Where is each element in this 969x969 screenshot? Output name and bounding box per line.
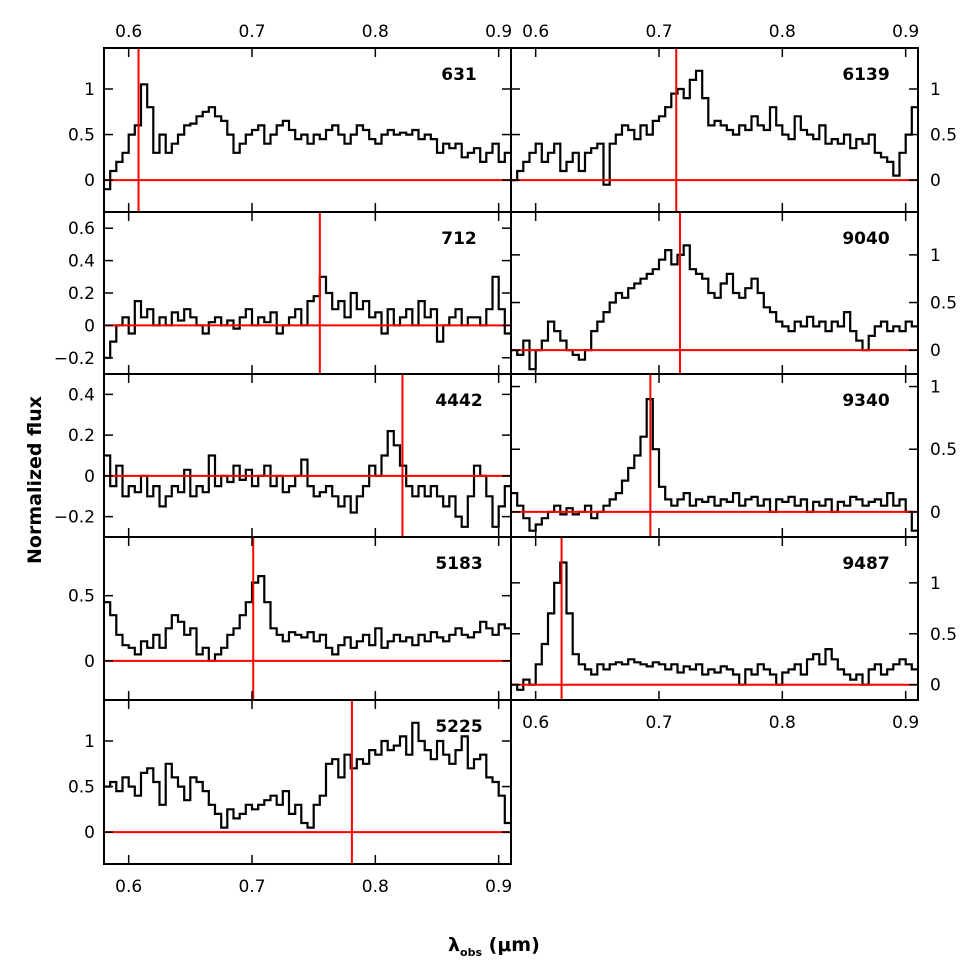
x-tick-label-top-6139-2: 0.8: [769, 22, 796, 42]
panel-label-4442: 4442: [435, 391, 482, 411]
panel-label-712: 712: [441, 229, 477, 249]
x-axis-unit: (μm): [482, 934, 540, 956]
panel-4442: −0.2 0 0.2 0.4 4442: [54, 373, 512, 538]
spectrum-line-4442: [104, 430, 511, 528]
x-tick-label-5225-2: 0.8: [362, 877, 389, 897]
panel-label-5183: 5183: [435, 554, 482, 574]
spectrum-line-9040: [511, 244, 918, 371]
spectrum-line-6139: [511, 69, 918, 186]
spectrum-line-5183: [104, 575, 511, 662]
panel-5183: 0 0.5 5183: [68, 536, 512, 701]
panel-label-6139: 6139: [842, 65, 889, 85]
x-tick-label-9487-3: 0.9: [892, 713, 919, 733]
x-tick-label-top-631-0: 0.6: [115, 22, 142, 42]
x-tick-label-top-6139-1: 0.7: [645, 22, 672, 42]
y-tick-label-9340-0: 0: [930, 503, 941, 523]
y-tick-label-9040-2: 1: [930, 246, 941, 266]
panel-631: 0 0.5 1 0.6 0.7 0.8 0.9 631: [68, 22, 512, 213]
y-tick-label-9487-1: 0.5: [930, 625, 957, 645]
y-tick-label-4442-1: 0: [84, 467, 95, 487]
panel-6139: 0 0.5 1 0.6 0.7 0.8 0.9 6139: [510, 22, 957, 213]
y-tick-label-712-4: 0.6: [68, 219, 95, 239]
panel-9040: 0 0.5 1 9040: [510, 211, 957, 375]
spectrum-line-9487: [511, 561, 918, 691]
y-tick-label-6139-1: 0.5: [930, 126, 957, 146]
y-tick-label-712-1: 0: [84, 316, 95, 336]
x-tick-label-top-6139-0: 0.6: [522, 22, 549, 42]
y-tick-label-712-3: 0.4: [68, 252, 95, 272]
y-tick-label-9487-2: 1: [930, 574, 941, 594]
y-tick-label-5183-0: 0: [84, 652, 95, 672]
y-tick-label-6139-0: 0: [930, 171, 941, 191]
y-tick-label-9487-0: 0: [930, 676, 941, 696]
panel-label-631: 631: [441, 65, 477, 85]
x-axis-subscript: obs: [460, 946, 482, 959]
y-tick-label-6139-2: 1: [930, 80, 941, 100]
x-tick-label-top-631-2: 0.8: [362, 22, 389, 42]
x-tick-label-top-6139-3: 0.9: [892, 22, 919, 42]
y-tick-label-5225-2: 1: [84, 732, 95, 752]
x-tick-label-9487-1: 0.7: [645, 713, 672, 733]
y-tick-label-4442-2: 0.2: [68, 426, 95, 446]
y-tick-label-5183-1: 0.5: [68, 587, 95, 607]
x-tick-label-5225-3: 0.9: [485, 877, 512, 897]
y-tick-label-5225-0: 0: [84, 823, 95, 843]
panel-9487: 0 0.5 1 0.6 0.7 0.8 0.9 9487: [510, 536, 957, 733]
spectrum-line-5225: [104, 721, 511, 829]
y-tick-label-9040-0: 0: [930, 341, 941, 361]
x-tick-label-9487-2: 0.8: [769, 713, 796, 733]
x-tick-label-5225-1: 0.7: [238, 877, 265, 897]
x-axis-symbol: λ: [448, 934, 460, 956]
panel-712: −0.2 0 0.2 0.4 0.6 712: [54, 211, 512, 375]
x-tick-label-top-631-1: 0.7: [238, 22, 265, 42]
spectrum-line-712: [104, 275, 511, 359]
y-tick-label-4442-0: −0.2: [54, 508, 95, 528]
spectrum-line-631: [104, 83, 511, 191]
y-tick-label-9340-1: 0.5: [930, 440, 957, 460]
panel-9340: 0 0.5 1 9340: [510, 373, 957, 538]
panel-label-5225: 5225: [435, 717, 482, 737]
x-tick-label-5225-0: 0.6: [115, 877, 142, 897]
y-tick-label-712-0: −0.2: [54, 349, 95, 369]
panel-label-9340: 9340: [842, 391, 889, 411]
y-tick-label-631-0: 0: [84, 171, 95, 191]
y-axis-title: Normalized flux: [24, 396, 46, 564]
y-tick-label-712-2: 0.2: [68, 284, 95, 304]
y-tick-label-631-2: 1: [84, 80, 95, 100]
y-tick-label-4442-3: 0.4: [68, 385, 95, 405]
x-tick-label-top-631-3: 0.9: [485, 22, 512, 42]
y-tick-label-631-1: 0.5: [68, 126, 95, 146]
y-tick-label-9340-2: 1: [930, 378, 941, 398]
x-tick-label-9487-0: 0.6: [522, 713, 549, 733]
y-tick-label-9040-1: 0.5: [930, 294, 957, 314]
panel-5225: 0 0.5 1 0.6 0.7 0.8 0.9 5225: [68, 699, 512, 897]
x-axis-title: λobs (μm): [448, 934, 540, 959]
y-tick-label-5225-1: 0.5: [68, 778, 95, 798]
panel-label-9487: 9487: [842, 554, 889, 574]
panel-frame-5225: [103, 699, 512, 865]
panel-label-9040: 9040: [842, 229, 889, 249]
panel-frame-9487: [510, 536, 919, 701]
